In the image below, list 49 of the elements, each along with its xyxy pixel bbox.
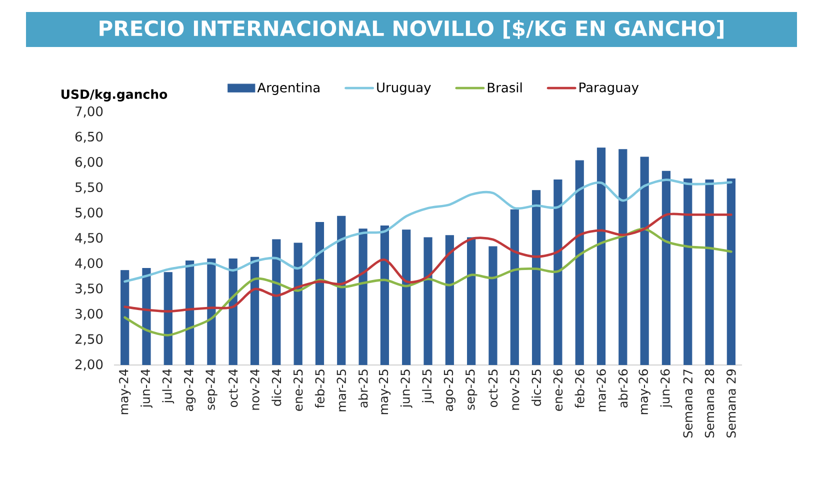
y-tick-label: 4,50 [75,232,103,244]
x-tick-label: sep-24 [206,369,218,410]
legend-label: Paraguay [580,82,639,95]
x-tick-label: may-26 [638,369,650,414]
x-tick-label: nov-25 [510,370,520,410]
x-tick-label: ago-24 [184,369,196,411]
x-tick-label: jun-26 [660,369,672,408]
y-tick-label: 2,00 [75,359,103,371]
y-tick-label: 2,50 [75,334,103,346]
x-tick-label: nov-24 [250,369,260,410]
x-tick-label: sep-25 [465,370,478,410]
x-tick-label: jun-25 [400,370,412,408]
x-tick-label: Semana 27 [683,370,693,438]
x-tick-label: dic-24 [272,369,282,406]
x-tick-label: feb-25 [314,370,324,408]
y-tick-label: 5,00 [76,208,103,219]
y-tick-label: 4,00 [75,258,103,270]
x-tick-label: jun-24 [140,369,152,408]
x-tick-label: jul-25 [422,370,434,404]
x-tick-label: oct-24 [228,369,238,408]
x-tick-label: may-25 [378,370,391,414]
y-tick-label: 3,50 [76,284,103,295]
legend-label: Uruguay [377,82,431,95]
y-tick-label: 6,50 [75,132,103,143]
y-tick-label: 7,00 [76,106,103,118]
x-tick-label: Semana 28 [704,369,714,438]
x-tick-label: abr-25 [358,370,368,408]
x-tick-label: mar-26 [596,369,606,412]
y-tick-label: 5,50 [76,182,103,194]
x-tick-label: mar-25 [336,370,346,412]
line-series [124,212,732,313]
y-tick-label: 6,00 [75,157,103,168]
legend-label: Brasil [488,82,522,92]
x-tick-label: ago-25 [444,370,456,411]
chart-title: PRECIO INTERNACIONAL NOVILLO [$/KG EN GANCHO] [100,20,724,40]
x-tick-label: feb-26 [574,369,584,408]
x-tick-label: jul-24 [162,369,174,404]
x-tick-label: may-24 [118,369,131,414]
line-series [124,228,732,336]
legend-label: Argentina [257,82,320,95]
x-tick-label: abr-26 [618,369,628,408]
x-tick-label: Semana 29 [726,369,736,438]
x-tick-label: ene-25 [293,370,303,411]
x-tick-label: dic-25 [532,370,542,406]
x-tick-label: ene-26 [553,369,563,411]
y-axis-title: USD/kg.gancho [62,89,168,102]
y-tick-label: 3,00 [76,308,103,320]
line-series [124,178,732,283]
x-tick-label: oct-25 [488,370,498,408]
